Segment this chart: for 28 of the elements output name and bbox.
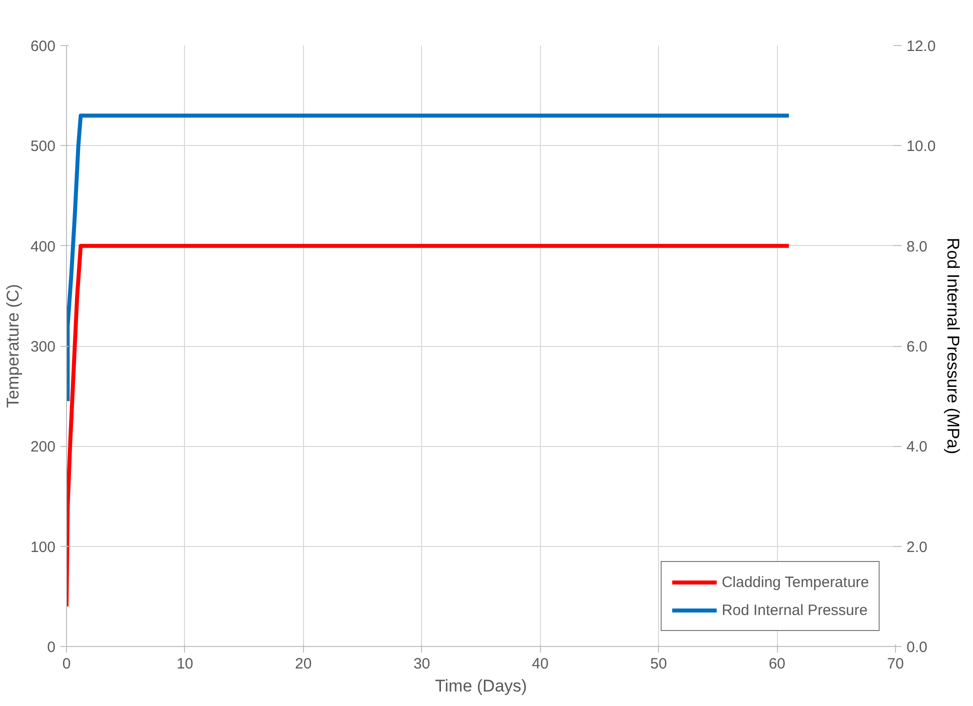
y-tick-label: 0 — [47, 639, 56, 656]
y-tick-label: 100 — [30, 538, 56, 556]
y-tick-label: 500 — [30, 138, 56, 156]
y2-tick-label: 2.0 — [906, 538, 928, 556]
x-tick-label: 40 — [532, 656, 549, 672]
y2-tick-label: 4.0 — [906, 438, 928, 456]
y2-axis-title: Rod Internal Pressure (MPa) — [944, 238, 963, 454]
legend-label: Rod Internal Pressure — [722, 602, 868, 618]
line-series — [66, 114, 791, 404]
y2-tick-label: 0.0 — [906, 639, 928, 656]
x-tick-label: 60 — [768, 656, 786, 672]
x-tick-label: 30 — [413, 656, 430, 672]
legend-label: Cladding Temperature — [722, 574, 869, 590]
x-tick-label: 0 — [62, 656, 71, 672]
y2-tick-label: 8.0 — [906, 238, 928, 256]
x-tick-label: 70 — [887, 656, 904, 672]
x-axis-title: Time (Days) — [435, 676, 527, 696]
x-tick-label: 10 — [176, 656, 194, 672]
y2-tick-label: 6.0 — [906, 338, 928, 356]
x-tick-label: 20 — [295, 656, 312, 672]
y-axis-title: Temperature (C) — [3, 284, 22, 408]
y2-tick-label: 10.0 — [906, 138, 936, 156]
y-tick-label: 400 — [30, 238, 56, 256]
y-tick-label: 300 — [30, 338, 56, 356]
y-tick-label: 200 — [30, 438, 56, 456]
y-tick-label: 600 — [30, 38, 56, 55]
x-tick-label: 50 — [650, 656, 667, 672]
y2-tick-label: 12.0 — [906, 38, 936, 55]
